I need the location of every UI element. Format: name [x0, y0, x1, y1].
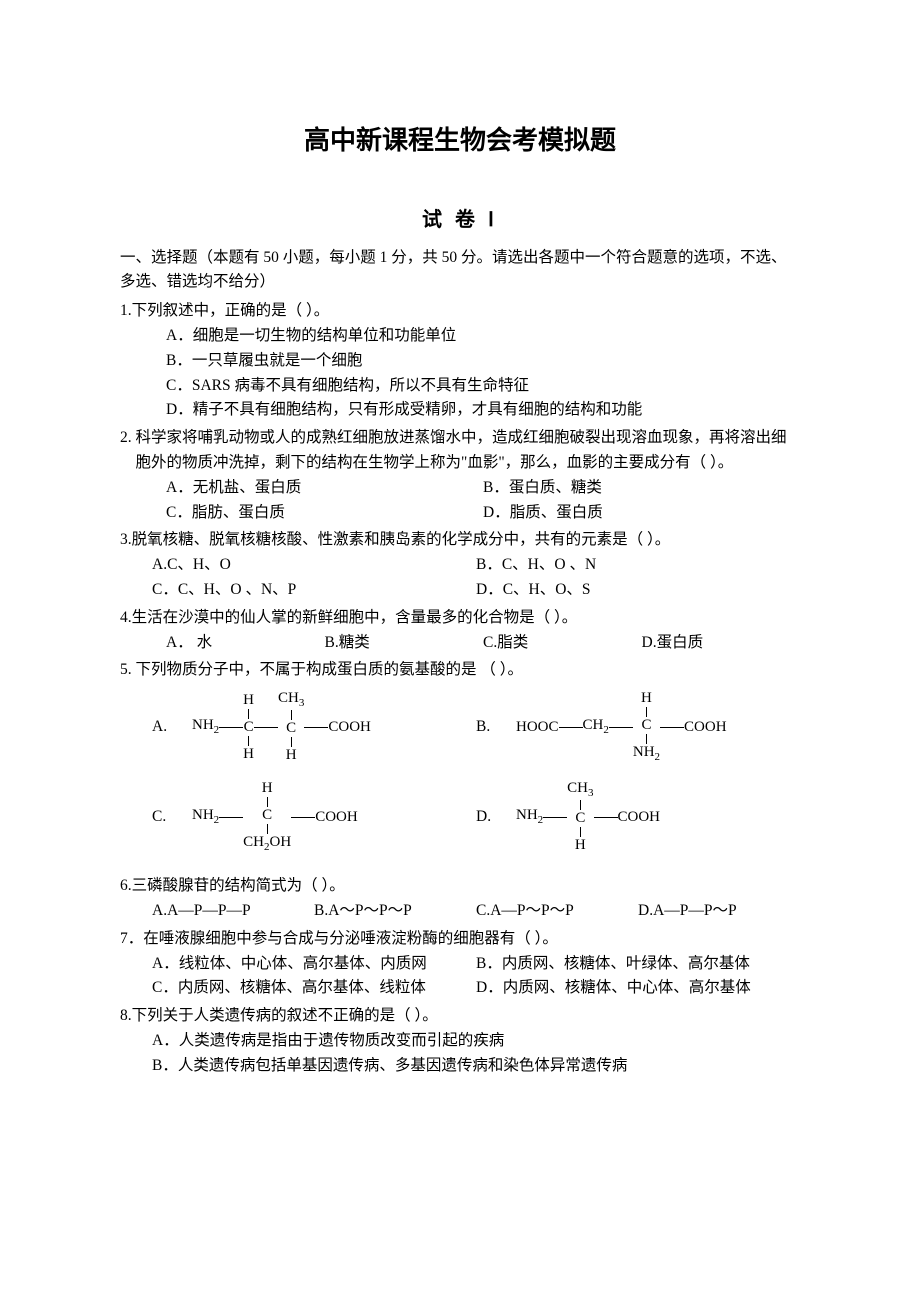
q5-structure-c: NH2 HCCH2OH COOH — [192, 781, 358, 853]
q6-text: 6.三磷酸腺苷的结构简式为（ ）。 — [120, 874, 800, 899]
q3-option-d: D．C、H、O、S — [476, 578, 800, 603]
question-8: 8.下列关于人类遗传病的叙述不正确的是（ ）。 A．人类遗传病是指由于遗传物质改… — [120, 1004, 800, 1078]
q1-text: 1.下列叙述中，正确的是（ ）。 — [120, 299, 800, 324]
q2-text: 2. 科学家将哺乳动物或人的成熟红细胞放进蒸馏水中，造成红细胞破裂出现溶血现象，… — [120, 426, 800, 476]
q1-option-b: B．一只草履虫就是一个细胞 — [166, 349, 800, 374]
q3-text: 3.脱氧核糖、脱氧核糖核酸、性激素和胰岛素的化学成分中，共有的元素是（ ）。 — [120, 528, 800, 553]
q4-text: 4.生活在沙漠中的仙人掌的新鲜细胞中，含量最多的化合物是（ ）。 — [120, 606, 800, 631]
q5-option-c: C. NH2 HCCH2OH COOH — [152, 781, 476, 853]
q7-option-c: C．内质网、核糖体、高尔基体、线粒体 — [152, 976, 476, 1001]
q4-option-a: A． 水 — [166, 631, 325, 656]
instructions-text: 一、选择题（本题有 50 小题，每小题 1 分，共 50 分。请选出各题中一个符… — [120, 246, 800, 296]
q5-label-d: D. — [476, 805, 500, 830]
question-1: 1.下列叙述中，正确的是（ ）。 A．细胞是一切生物的结构单位和功能单位 B．一… — [120, 299, 800, 423]
question-7: 7．在唾液腺细胞中参与合成与分泌唾液淀粉酶的细胞器有（ ）。 A．线粒体、中心体… — [120, 927, 800, 1001]
q7-option-d: D．内质网、核糖体、中心体、高尔基体 — [476, 976, 800, 1001]
q5-structure-d: NH2 CH3CH COOH — [516, 781, 660, 853]
q8-option-b: B．人类遗传病包括单基因遗传病、多基因遗传病和染色体异常遗传病 — [152, 1054, 800, 1079]
q3-option-c: C．C、H、O 、N、P — [152, 578, 476, 603]
question-6: 6.三磷酸腺苷的结构简式为（ ）。 A.A—P—P—P B.A～P～P～P C.… — [120, 874, 800, 924]
q2-option-c: C．脂肪、蛋白质 — [166, 501, 483, 526]
q6-option-b: B.A～P～P～P — [314, 899, 476, 924]
q2-option-a: A．无机盐、蛋白质 — [166, 476, 483, 501]
question-3: 3.脱氧核糖、脱氧核糖核酸、性激素和胰岛素的化学成分中，共有的元素是（ ）。 A… — [120, 528, 800, 602]
q5-structure-b: HOOCCH2 HCNH2 COOH — [516, 691, 727, 763]
paper-section-header: 试 卷 Ⅰ — [120, 204, 800, 236]
q5-structure-a: NH2 HCH CH3CH COOH — [192, 691, 371, 763]
q5-label-c: C. — [152, 805, 176, 830]
q4-option-d: D.蛋白质 — [642, 631, 801, 656]
q4-option-c: C.脂类 — [483, 631, 642, 656]
q1-option-a: A．细胞是一切生物的结构单位和功能单位 — [166, 324, 800, 349]
page-title: 高中新课程生物会考模拟题 — [120, 120, 800, 162]
q8-text: 8.下列关于人类遗传病的叙述不正确的是（ ）。 — [120, 1004, 800, 1029]
q6-option-c: C.A—P～P～P — [476, 899, 638, 924]
q1-option-c: C．SARS 病毒不具有细胞结构，所以不具有生命特征 — [166, 374, 800, 399]
question-4: 4.生活在沙漠中的仙人掌的新鲜细胞中，含量最多的化合物是（ ）。 A． 水 B.… — [120, 606, 800, 656]
q2-option-d: D．脂质、蛋白质 — [483, 501, 800, 526]
q8-option-a: A．人类遗传病是指由于遗传物质改变而引起的疾病 — [152, 1029, 800, 1054]
q6-option-a: A.A—P—P—P — [152, 899, 314, 924]
q6-option-d: D.A—P—P～P — [638, 899, 800, 924]
q3-option-b: B．C、H、O 、N — [476, 553, 800, 578]
q5-text: 5. 下列物质分子中，不属于构成蛋白质的氨基酸的是 （ ）。 — [120, 658, 800, 683]
q5-option-d: D. NH2 CH3CH COOH — [476, 781, 800, 853]
q7-option-a: A．线粒体、中心体、高尔基体、内质网 — [152, 952, 476, 977]
q5-label-a: A. — [152, 715, 176, 740]
q1-option-d: D．精子不具有细胞结构，只有形成受精卵，才具有细胞的结构和功能 — [166, 398, 800, 423]
question-2: 2. 科学家将哺乳动物或人的成熟红细胞放进蒸馏水中，造成红细胞破裂出现溶血现象，… — [120, 426, 800, 525]
q7-option-b: B．内质网、核糖体、叶绿体、高尔基体 — [476, 952, 800, 977]
q5-option-b: B. HOOCCH2 HCNH2 COOH — [476, 691, 800, 763]
q5-option-a: A. NH2 HCH CH3CH COOH — [152, 691, 476, 763]
q2-option-b: B．蛋白质、糖类 — [483, 476, 800, 501]
question-5: 5. 下列物质分子中，不属于构成蛋白质的氨基酸的是 （ ）。 A. NH2 HC… — [120, 658, 800, 871]
q4-option-b: B.糖类 — [325, 631, 484, 656]
q7-text: 7．在唾液腺细胞中参与合成与分泌唾液淀粉酶的细胞器有（ ）。 — [120, 927, 800, 952]
q5-label-b: B. — [476, 715, 500, 740]
q3-option-a: A.C、H、O — [152, 553, 476, 578]
